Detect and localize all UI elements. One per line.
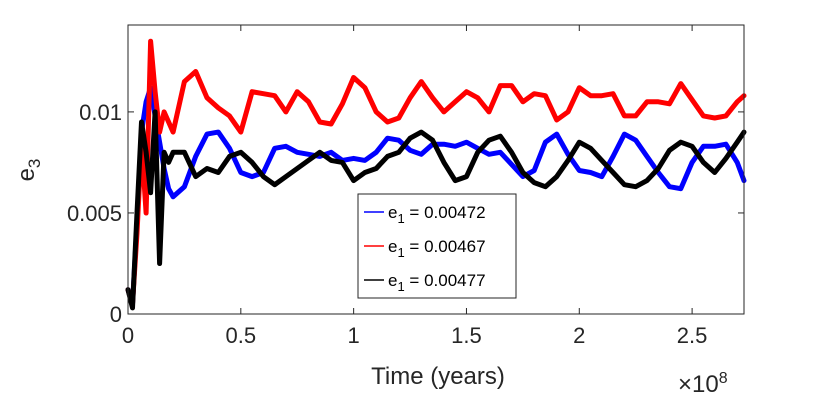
legend-entry-black: e1 = 0.00477 bbox=[364, 271, 486, 294]
ticks-layer: 0 0.5 1 1.5 2 2.5 0 0.005 0.01 bbox=[67, 25, 744, 348]
x-tick-label: 2.5 bbox=[677, 323, 708, 348]
x-tick-label: 1.5 bbox=[451, 323, 482, 348]
x-tick-label: 2 bbox=[573, 323, 585, 348]
legend-label-red: e1 = 0.00467 bbox=[388, 237, 486, 260]
legend: e1 = 0.00472 e1 = 0.00467 e1 = 0.00477 bbox=[357, 193, 517, 299]
x-axis-title: Time (years) bbox=[371, 363, 505, 390]
legend-entry-red: e1 = 0.00467 bbox=[364, 237, 486, 260]
y-tick-label: 0 bbox=[110, 302, 122, 327]
x-axis-multiplier-base: ×10 bbox=[678, 371, 719, 398]
y-axis-title-subscript: 3 bbox=[25, 159, 44, 168]
y-tick-label: 0.005 bbox=[67, 201, 122, 226]
x-tick-label: 0.5 bbox=[226, 323, 257, 348]
series-line-black bbox=[125, 109, 747, 311]
x-axis-multiplier-exponent: 8 bbox=[719, 370, 728, 387]
legend-box bbox=[357, 193, 517, 299]
series-layer bbox=[125, 38, 747, 311]
legend-label-blue: e1 = 0.00472 bbox=[388, 203, 486, 226]
x-axis-multiplier: ×108 bbox=[678, 370, 728, 398]
x-tick-label: 1 bbox=[348, 323, 360, 348]
legend-entry-blue: e1 = 0.00472 bbox=[364, 203, 486, 226]
legend-label-black: e1 = 0.00477 bbox=[388, 271, 486, 294]
y-axis-title: e3 bbox=[13, 159, 44, 182]
y-axis-title-base: e bbox=[13, 168, 40, 181]
series-line-red bbox=[125, 38, 747, 307]
x-tick-label: 0 bbox=[122, 323, 134, 348]
y-tick-label: 0.01 bbox=[79, 100, 122, 125]
plot-frame bbox=[127, 24, 745, 315]
